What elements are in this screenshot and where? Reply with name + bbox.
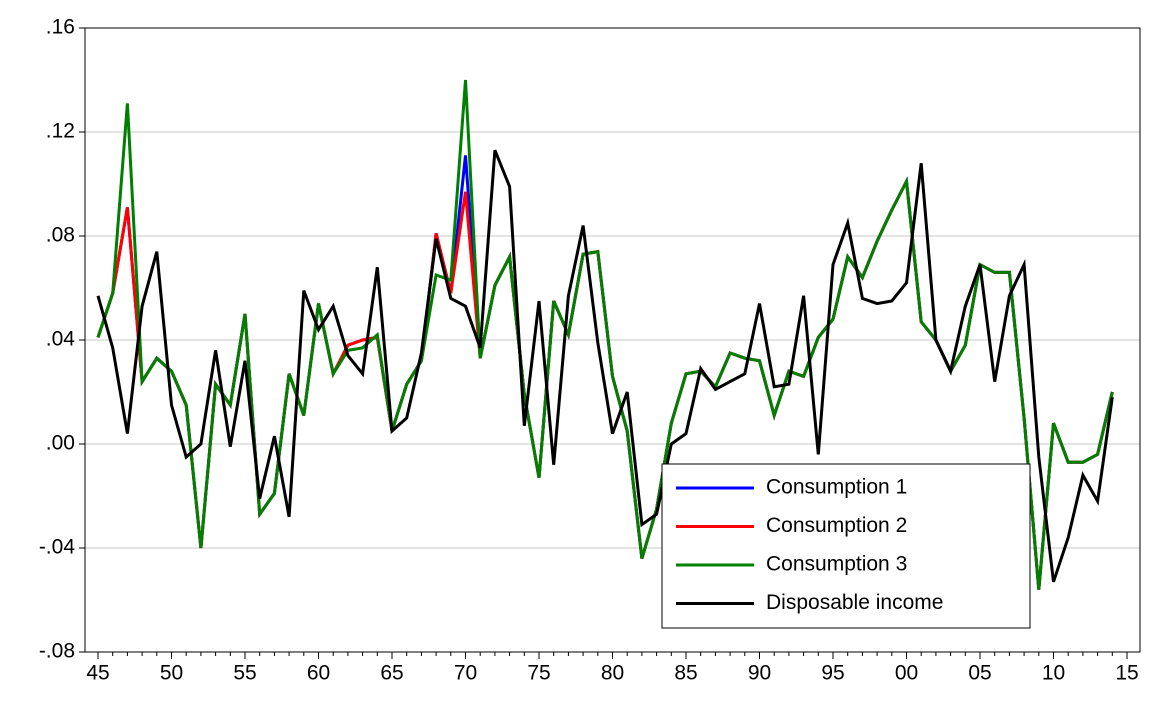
- x-tick-label: 65: [380, 662, 403, 685]
- legend-label: Consumption 1: [766, 476, 907, 499]
- y-tick-label: -.08: [39, 640, 75, 663]
- x-tick-label: 80: [601, 662, 624, 685]
- x-tick-label: 60: [307, 662, 330, 685]
- legend-label: Consumption 2: [766, 514, 907, 537]
- legend-label: Consumption 3: [766, 553, 907, 576]
- x-tick-label: 50: [160, 662, 183, 685]
- x-tick-label: 95: [821, 662, 844, 685]
- legend-label: Disposable income: [766, 591, 943, 614]
- x-tick-label: 70: [454, 662, 477, 685]
- y-tick-label: .08: [46, 224, 75, 247]
- x-tick-label: 00: [895, 662, 918, 685]
- legend-box: [661, 463, 1031, 629]
- x-tick-label: 45: [86, 662, 109, 685]
- series-line: [96, 149, 1114, 583]
- plot-frame: [84, 27, 1141, 653]
- y-tick-label: -.04: [39, 536, 76, 559]
- y-tick-label: .04: [46, 328, 76, 351]
- x-tick-label: 85: [674, 662, 697, 685]
- x-tick-label: 90: [748, 662, 771, 685]
- x-tick-label: 75: [527, 662, 550, 685]
- x-tick-label: 15: [1115, 662, 1138, 685]
- x-tick-label: 10: [1042, 662, 1065, 685]
- y-tick-label: .12: [46, 120, 75, 143]
- y-tick-label: .16: [46, 16, 75, 39]
- x-tick-label: 55: [233, 662, 256, 685]
- y-tick-label: .00: [46, 432, 75, 455]
- x-tick-label: 05: [968, 662, 991, 685]
